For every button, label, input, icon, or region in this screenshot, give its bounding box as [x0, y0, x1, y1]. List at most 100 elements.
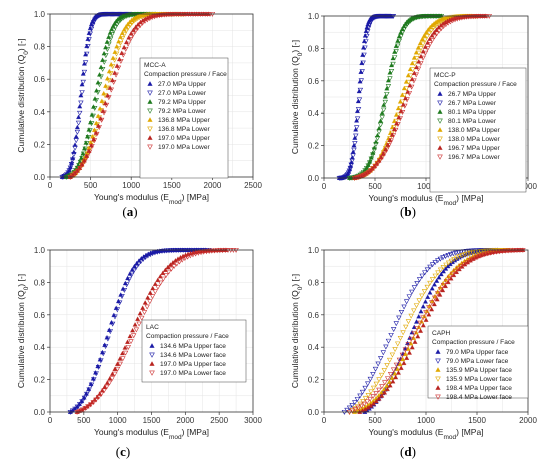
data-point [390, 133, 397, 139]
legend-entry: 26.7 MPa Lower [448, 100, 497, 107]
data-point [420, 41, 426, 47]
data-point [440, 265, 446, 270]
data-point [95, 90, 101, 96]
data-point [423, 299, 428, 304]
data-point [418, 61, 424, 66]
data-point [441, 17, 447, 23]
x-tick-label: 2500 [244, 181, 262, 190]
data-point [349, 158, 355, 164]
data-point [407, 335, 413, 340]
data-point [443, 22, 449, 28]
legend-marker [147, 99, 153, 104]
data-point [365, 381, 371, 387]
data-point [392, 371, 398, 376]
data-point [404, 22, 410, 28]
data-point [87, 401, 93, 407]
data-point [499, 249, 506, 254]
data-point [377, 356, 384, 361]
data-point [357, 87, 364, 93]
data-point [434, 296, 440, 302]
data-point [370, 166, 376, 172]
data-point [443, 279, 450, 285]
data-point [462, 252, 468, 258]
y-tick-label: 0.4 [34, 343, 46, 352]
data-point [113, 72, 119, 78]
data-point [396, 357, 403, 363]
legend-box [429, 67, 527, 193]
data-point [405, 319, 412, 325]
data-point [436, 274, 442, 280]
data-point [502, 248, 508, 254]
panel-label: (a) [122, 204, 137, 219]
data-point [432, 295, 438, 301]
x-tick-label: 2000 [519, 182, 537, 191]
x-tick-label: 1500 [163, 181, 181, 190]
data-point [379, 155, 385, 161]
data-point [429, 277, 436, 283]
data-point [414, 281, 420, 287]
legend: MCC-A Compaction pressure / Face 27.0 MPa … [139, 57, 229, 179]
data-point [397, 335, 404, 341]
data-point [421, 33, 427, 38]
data-point [401, 304, 407, 310]
data-point [385, 84, 392, 89]
data-point [71, 152, 77, 158]
data-point [391, 125, 397, 130]
data-point [448, 252, 454, 257]
data-point [362, 385, 368, 391]
data-point [87, 128, 93, 134]
legend-subtitle: Compaction pressure / Face [434, 81, 517, 88]
data-point [439, 18, 445, 24]
data-point [381, 151, 387, 157]
data-point [459, 253, 465, 259]
data-point [361, 401, 367, 407]
data-point [483, 248, 489, 254]
data-point [402, 103, 408, 109]
data-point [451, 257, 457, 262]
data-point [453, 255, 460, 261]
data-point [96, 125, 102, 130]
data-point [145, 253, 151, 259]
panel-d: 0 500 1000 1500 2000 0.0 0.2 0.4 0.6 0.8 1.0 Young'… [290, 246, 537, 459]
data-point [373, 398, 379, 404]
legend-marker [147, 135, 153, 140]
data-point [74, 129, 81, 135]
data-point [452, 269, 459, 275]
data-point [84, 133, 90, 139]
data-point [423, 317, 429, 322]
data-point [391, 126, 397, 132]
legend-entry: 136.8 MPa Lower [158, 126, 210, 133]
data-point [71, 149, 77, 154]
data-point [402, 24, 409, 30]
data-point [68, 162, 75, 167]
data-point [418, 308, 424, 314]
data-point [168, 266, 175, 272]
data-point [381, 368, 388, 373]
legend-entry: 80.1 MPa Upper [448, 109, 497, 116]
data-point [412, 339, 418, 344]
data-point [419, 273, 425, 279]
data-point [214, 248, 220, 254]
data-point [103, 102, 110, 108]
data-point [420, 315, 426, 321]
series-3 [346, 247, 511, 415]
data-point [86, 149, 93, 155]
data-point [420, 55, 426, 61]
data-point [385, 338, 392, 344]
data-point [93, 397, 99, 403]
x-tick-label: 0 [322, 416, 327, 425]
data-point [378, 372, 385, 378]
data-point [434, 291, 441, 297]
legend-entry: 79.2 MPa Upper [158, 99, 207, 106]
data-point [429, 285, 435, 291]
data-point [390, 61, 396, 67]
data-point [160, 276, 167, 282]
data-point [85, 44, 91, 49]
data-point [192, 251, 199, 257]
data-point [412, 61, 418, 67]
data-point [119, 294, 125, 299]
data-point [384, 376, 391, 382]
data-point [171, 264, 177, 269]
data-point [427, 264, 433, 270]
data-point [78, 92, 84, 98]
